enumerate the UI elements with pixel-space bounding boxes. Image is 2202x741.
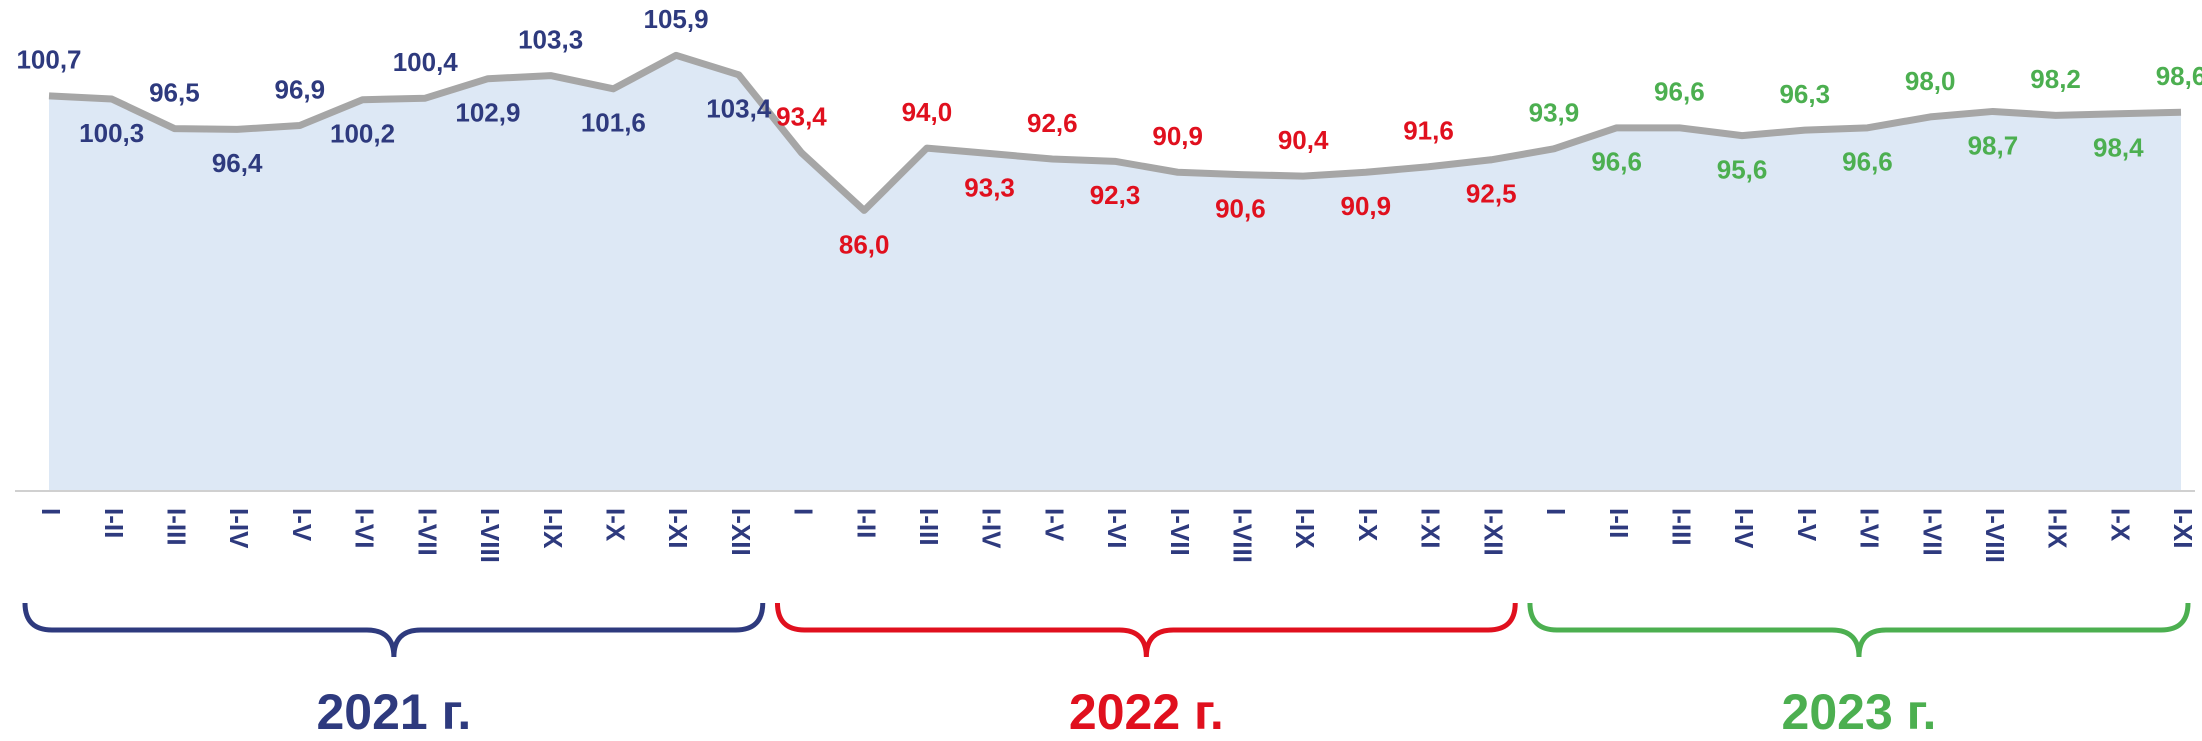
x-tick-label: I-VII — [1165, 508, 1195, 556]
value-label: 93,4 — [776, 102, 827, 132]
value-label: 96,4 — [212, 148, 263, 178]
legend-label: 2022 г. — [1069, 684, 1224, 740]
value-label: 98,2 — [2030, 64, 2081, 94]
x-tick-label: I-VI — [1102, 508, 1132, 548]
x-tick-label: I-XI — [663, 508, 693, 548]
value-label: 93,3 — [964, 172, 1015, 202]
line-connector — [735, 71, 805, 157]
x-tick-label: I-X — [1353, 508, 1383, 542]
brace — [774, 602, 1518, 658]
x-tick-label: I-IX — [2043, 508, 2073, 549]
x-tick-label: I-II — [1604, 508, 1634, 538]
value-label: 100,2 — [330, 119, 395, 149]
value-label: 91,6 — [1403, 116, 1454, 146]
value-label: 92,3 — [1090, 180, 1141, 210]
line — [799, 144, 1492, 214]
brace — [22, 602, 766, 658]
value-label: 100,4 — [393, 47, 459, 77]
x-tick-label: I — [1541, 508, 1571, 515]
value-label: 95,6 — [1717, 154, 1768, 184]
x-tick-label: I-IV — [1729, 508, 1759, 549]
value-label: 96,5 — [149, 77, 200, 107]
value-label: 102,9 — [455, 98, 520, 128]
value-label: 103,3 — [518, 24, 583, 54]
x-tick-label: I-XII — [1478, 508, 1508, 556]
x-tick-label: I-III — [914, 508, 944, 546]
x-tick-label: I-III — [162, 508, 192, 546]
x-tick-label: I-V — [1792, 508, 1822, 542]
x-tick-label: I-IX — [538, 508, 568, 549]
x-tick-label: I-VIII — [1980, 508, 2010, 563]
value-label: 90,9 — [1152, 121, 1203, 151]
x-tick-label: I-XII — [726, 508, 756, 556]
value-label: 96,9 — [275, 74, 326, 104]
line — [48, 51, 740, 133]
x-tick-label: I-VI — [350, 508, 380, 548]
x-tick-label: I-VII — [412, 508, 442, 556]
x-tick-label: I-IV — [977, 508, 1007, 549]
x-tick-label: I-VI — [1855, 508, 1885, 548]
value-label: 101,6 — [581, 108, 646, 138]
x-tick-label: I-IV — [224, 508, 254, 549]
value-label: 96,3 — [1779, 79, 1830, 109]
x-tick-label: I-II — [99, 508, 129, 538]
value-label: 100,7 — [16, 45, 81, 75]
x-tick-label: I-X — [600, 508, 630, 542]
value-label: 96,6 — [1842, 147, 1893, 177]
value-label: 105,9 — [644, 4, 709, 34]
value-label: 98,0 — [1905, 66, 1956, 96]
value-label: 96,6 — [1654, 77, 1705, 107]
x-tick-label: I-II — [851, 508, 881, 538]
x-tick-label: I-V — [1039, 508, 1069, 542]
line — [1552, 107, 2182, 153]
value-label: 90,4 — [1278, 125, 1329, 155]
value-label: 93,9 — [1529, 98, 1580, 128]
x-tick-label: I-V — [287, 508, 317, 542]
value-label: 92,5 — [1466, 179, 1517, 209]
x-tick-label: I — [36, 508, 66, 515]
x-tick-label: I-III — [1666, 508, 1696, 546]
x-tick-label: I-XI — [1416, 508, 1446, 548]
value-label: 96,6 — [1591, 147, 1642, 177]
legend-label: 2023 г. — [1782, 684, 1937, 740]
x-tick-label: I-X — [2105, 508, 2135, 542]
x-tick-label: I-VIII — [475, 508, 505, 563]
value-label: 103,4 — [706, 94, 772, 124]
x-tick-label: I-VII — [1917, 508, 1947, 556]
x-tick-label: I-VIII — [1228, 508, 1258, 563]
x-tick-label: I-XI — [2168, 508, 2198, 548]
value-label: 90,9 — [1341, 191, 1392, 221]
x-tick-label: I-IX — [1290, 508, 1320, 549]
area — [49, 55, 2181, 491]
value-label: 92,6 — [1027, 108, 1078, 138]
value-label: 94,0 — [902, 97, 953, 127]
value-label: 98,7 — [1968, 130, 2019, 160]
legend-label: 2021 г. — [316, 684, 471, 740]
brace — [1527, 602, 2191, 658]
value-label: 98,4 — [2093, 133, 2144, 163]
value-label: 98,6 — [2156, 61, 2202, 91]
value-label: 90,6 — [1215, 193, 1266, 223]
line-connector — [1487, 145, 1558, 164]
x-tick-label: I — [789, 508, 819, 515]
value-label: 100,3 — [79, 118, 144, 148]
value-label: 86,0 — [839, 229, 890, 259]
